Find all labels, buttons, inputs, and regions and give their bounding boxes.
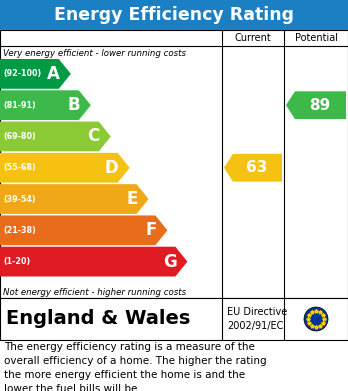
Text: (55-68): (55-68): [3, 163, 36, 172]
Text: England & Wales: England & Wales: [6, 310, 190, 328]
Text: B: B: [67, 96, 80, 114]
Text: (69-80): (69-80): [3, 132, 36, 141]
Text: 89: 89: [309, 98, 331, 113]
Text: (21-38): (21-38): [3, 226, 36, 235]
Text: (39-54): (39-54): [3, 195, 35, 204]
Text: G: G: [163, 253, 176, 271]
Text: F: F: [145, 221, 156, 239]
Text: Potential: Potential: [294, 33, 338, 43]
Text: (1-20): (1-20): [3, 257, 30, 266]
Polygon shape: [0, 122, 111, 151]
Circle shape: [304, 307, 328, 331]
Text: E: E: [126, 190, 137, 208]
Text: C: C: [88, 127, 100, 145]
Polygon shape: [0, 90, 91, 120]
Text: Very energy efficient - lower running costs: Very energy efficient - lower running co…: [3, 49, 186, 58]
Bar: [0, 0, 348, 30]
Bar: [0, 30, 348, 298]
Polygon shape: [0, 153, 130, 183]
Text: Not energy efficient - higher running costs: Not energy efficient - higher running co…: [3, 288, 186, 297]
Text: Current: Current: [235, 33, 271, 43]
Text: Energy Efficiency Rating: Energy Efficiency Rating: [54, 6, 294, 24]
Polygon shape: [286, 91, 346, 119]
Text: 63: 63: [246, 160, 268, 175]
Polygon shape: [0, 215, 167, 245]
Text: (92-100): (92-100): [3, 69, 41, 78]
Text: (81-91): (81-91): [3, 100, 36, 110]
Text: The energy efficiency rating is a measure of the
overall efficiency of a home. T: The energy efficiency rating is a measur…: [4, 342, 267, 391]
Bar: [0, 298, 348, 340]
Polygon shape: [0, 247, 187, 276]
Polygon shape: [0, 184, 149, 214]
Text: EU Directive
2002/91/EC: EU Directive 2002/91/EC: [227, 307, 287, 331]
Text: A: A: [47, 65, 60, 83]
Polygon shape: [224, 154, 282, 182]
Text: D: D: [105, 159, 119, 177]
Polygon shape: [0, 59, 71, 89]
